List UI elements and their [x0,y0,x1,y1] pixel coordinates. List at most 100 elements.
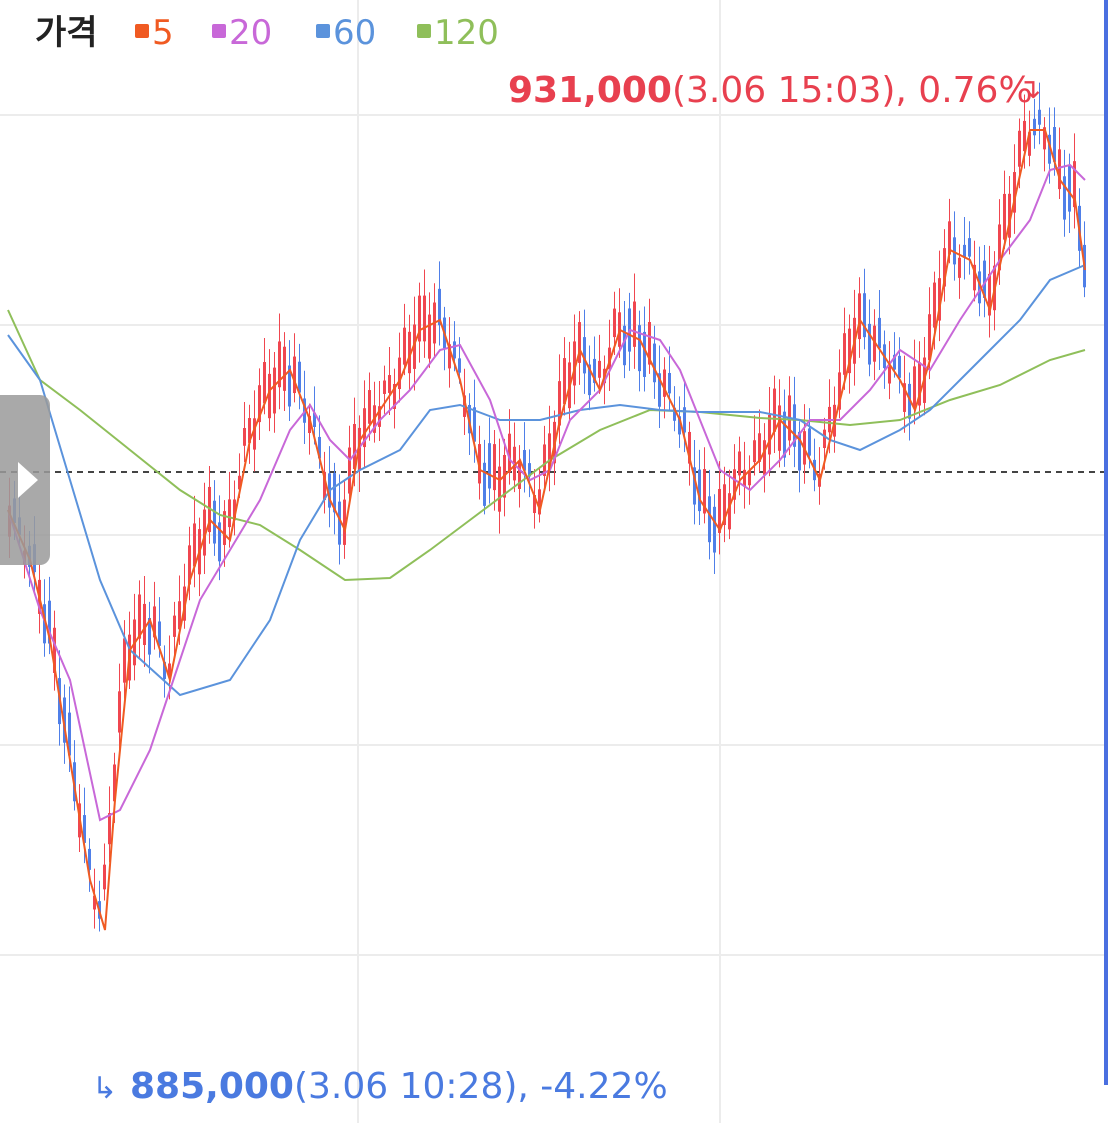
candle-body [678,416,681,435]
candle-body [563,358,566,404]
candle-body [518,461,521,489]
candle-body [188,545,191,585]
candle-body [598,360,601,378]
candle-body [588,364,591,396]
candle-body [573,341,576,386]
legend: 가격 5 20 60 120 [35,13,499,53]
candle-body [663,369,666,397]
candle-body [193,523,196,567]
candle-body [808,428,811,456]
candle-body [968,238,971,257]
candle-body [353,423,356,470]
candle-body [758,433,761,462]
candle-body [313,412,316,427]
candle-body [108,813,111,845]
candle-body [888,366,891,384]
candle-body [613,308,616,338]
low-price: 885,000 [130,1066,294,1107]
candle-body [88,848,91,870]
candle-body [623,325,626,366]
ma-60 [7,264,1086,697]
candle-body [1048,134,1051,164]
candle-body [273,367,276,414]
legend-label: 60 [333,13,376,53]
ma-5 [7,129,1086,931]
candle-body [53,627,56,673]
legend-swatch [316,24,330,38]
candle-body [633,301,636,347]
candle-body [378,406,381,427]
candle-body [838,372,841,410]
candle-body [393,384,396,409]
candle-body [768,414,771,455]
candle-body [383,380,386,394]
candle-body [528,463,531,477]
candle-body [798,431,801,471]
candle-body [138,594,141,639]
candle-body [1073,161,1076,208]
candle-body [203,509,206,556]
candle-body [708,496,711,543]
candle-body [698,469,701,512]
candle-body [258,385,261,423]
candles [8,82,1086,932]
candle-body [248,418,251,443]
candle-body [728,493,731,530]
candle-body [368,390,371,424]
candle-body [1023,120,1026,152]
candle-body [928,314,931,361]
candle-body [743,469,746,487]
candle-body [408,331,411,374]
candle-body [713,506,716,553]
legend-swatch [135,24,149,38]
candle-body [533,494,536,514]
candle-body [223,511,226,545]
candle-body [978,271,981,304]
side-tab[interactable] [0,395,50,565]
candle-body [68,712,71,756]
candle-body [988,273,991,316]
candle-body [793,404,796,447]
candle-body [113,764,116,802]
candle-body [848,328,851,374]
candle-body [1028,132,1031,156]
candle-body [93,895,96,910]
candle-body [1053,127,1056,162]
candle-body [673,407,676,421]
candle-body [268,373,271,419]
candle-body [413,324,416,369]
candle-body [423,295,426,342]
candle-body [388,375,391,393]
candle-body [148,618,151,655]
candle-body [1043,127,1046,150]
candle-body [143,603,146,645]
candle-body [48,600,51,644]
candle-body [483,462,486,506]
candle-body [863,293,866,338]
candle-body [688,431,691,464]
candle-body [903,383,906,412]
candle-body [43,604,46,644]
candle-body [763,440,766,475]
candle-body [338,501,341,545]
candle-body [933,282,936,328]
candle-body [918,362,921,406]
candle-body [558,381,561,426]
low-annotation: 885,000(3.06 10:28), -4.22% [130,1066,668,1107]
candle-body [948,221,951,255]
candle-body [1003,193,1006,240]
candle-body [643,331,646,377]
candle-body [233,499,236,521]
candle-body [908,383,911,419]
candle-body [363,408,366,448]
candle-body [458,358,461,373]
candle-body [318,436,321,459]
candle-body [753,440,756,463]
candle-body [953,237,956,265]
candle-body [213,500,216,544]
candle-body [163,661,166,680]
candle-body [703,469,706,514]
candle-body [878,317,881,349]
